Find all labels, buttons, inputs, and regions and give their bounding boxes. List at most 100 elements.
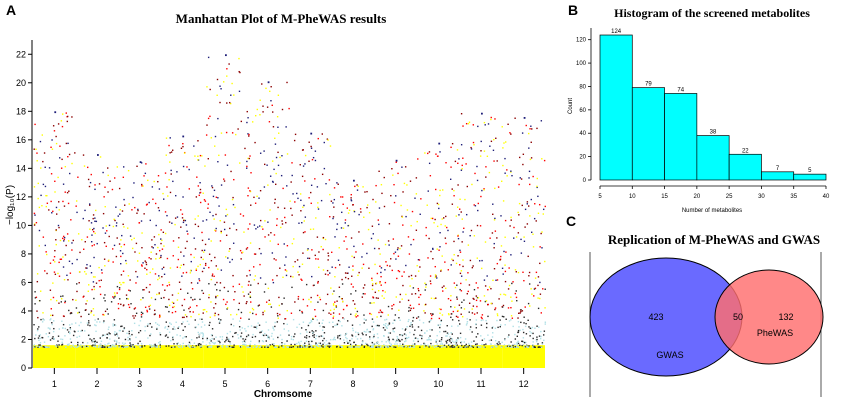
manhattan-point: [94, 220, 96, 222]
manhattan-point: [221, 346, 224, 348]
manhattan-point: [254, 114, 257, 117]
manhattan-point: [510, 254, 512, 256]
manhattan-point: [132, 196, 134, 199]
manhattan-point: [391, 346, 394, 348]
manhattan-point: [172, 306, 174, 309]
manhattan-point: [225, 208, 228, 211]
manhattan-point: [103, 258, 106, 260]
manhattan-point: [140, 220, 143, 222]
manhattan-point: [250, 340, 252, 343]
manhattan-point: [77, 341, 79, 344]
manhattan-point: [154, 273, 157, 275]
manhattan-point: [261, 334, 264, 336]
manhattan-point: [281, 223, 284, 225]
manhattan-point: [47, 327, 50, 329]
manhattan-point: [525, 333, 528, 335]
manhattan-point: [414, 329, 416, 331]
manhattan-point: [212, 214, 214, 217]
manhattan-point: [44, 166, 46, 168]
manhattan-point: [459, 336, 462, 339]
manhattan-point: [190, 315, 192, 318]
manhattan-point: [226, 308, 228, 310]
manhattan-point: [168, 144, 170, 147]
manhattan-point: [293, 139, 296, 142]
manhattan-point: [244, 328, 246, 330]
manhattan-point: [457, 325, 459, 327]
manhattan-point: [38, 345, 41, 348]
manhattan-point: [86, 322, 89, 324]
manhattan-point: [258, 304, 261, 306]
manhattan-point: [278, 346, 280, 348]
manhattan-point: [312, 317, 314, 320]
manhattan-point: [276, 312, 279, 315]
manhattan-point: [300, 327, 303, 329]
manhattan-point: [528, 205, 530, 207]
manhattan-point: [259, 219, 262, 222]
manhattan-point: [527, 319, 529, 321]
manhattan-point: [278, 344, 281, 347]
manhattan-point: [248, 133, 250, 136]
manhattan-point: [76, 290, 78, 293]
manhattan-x-tick-label: 4: [180, 379, 185, 389]
manhattan-point: [343, 240, 345, 242]
manhattan-point: [519, 177, 521, 179]
manhattan-point: [204, 264, 207, 267]
manhattan-point: [66, 343, 69, 346]
manhattan-point: [108, 224, 111, 227]
manhattan-point: [460, 341, 462, 344]
manhattan-point: [64, 335, 66, 337]
manhattan-point: [378, 247, 380, 250]
manhattan-point: [154, 244, 156, 246]
manhattan-point: [377, 219, 380, 221]
manhattan-point: [440, 269, 442, 271]
manhattan-point: [129, 235, 132, 237]
manhattan-point: [162, 192, 164, 195]
manhattan-point: [338, 286, 341, 288]
manhattan-point: [64, 301, 66, 304]
manhattan-point: [211, 337, 213, 340]
manhattan-point: [276, 115, 279, 118]
manhattan-point: [70, 312, 73, 314]
manhattan-point: [195, 326, 197, 328]
manhattan-point: [397, 247, 399, 249]
manhattan-point: [541, 231, 543, 233]
manhattan-point: [376, 333, 379, 335]
manhattan-point: [271, 104, 273, 107]
manhattan-point: [310, 301, 312, 303]
manhattan-point: [155, 258, 157, 260]
manhattan-point: [115, 225, 118, 227]
manhattan-point: [232, 318, 234, 320]
manhattan-point: [302, 206, 304, 208]
manhattan-point: [33, 186, 36, 188]
manhattan-point: [426, 204, 428, 206]
manhattan-point: [362, 341, 364, 343]
manhattan-point: [378, 346, 380, 348]
manhattan-point: [349, 339, 351, 342]
manhattan-point: [462, 157, 464, 159]
manhattan-point: [487, 315, 489, 318]
manhattan-point: [57, 176, 59, 179]
manhattan-point: [466, 322, 468, 325]
manhattan-point: [259, 189, 262, 192]
manhattan-point: [502, 273, 504, 275]
manhattan-point: [223, 286, 226, 289]
manhattan-point: [304, 342, 306, 344]
manhattan-point: [63, 238, 66, 241]
manhattan-point: [247, 325, 249, 328]
manhattan-point: [283, 328, 285, 330]
manhattan-point: [511, 174, 513, 177]
manhattan-point: [149, 334, 151, 337]
manhattan-point: [481, 317, 483, 320]
manhattan-point: [210, 137, 213, 139]
manhattan-point: [496, 279, 499, 281]
manhattan-point: [510, 170, 512, 172]
manhattan-point: [456, 296, 458, 298]
manhattan-point: [388, 223, 391, 225]
manhattan-point: [150, 258, 152, 260]
manhattan-point: [492, 326, 494, 328]
manhattan-point: [337, 335, 339, 337]
manhattan-point: [218, 205, 220, 207]
manhattan-point: [528, 170, 531, 173]
manhattan-point: [457, 338, 460, 340]
manhattan-point: [106, 308, 108, 310]
